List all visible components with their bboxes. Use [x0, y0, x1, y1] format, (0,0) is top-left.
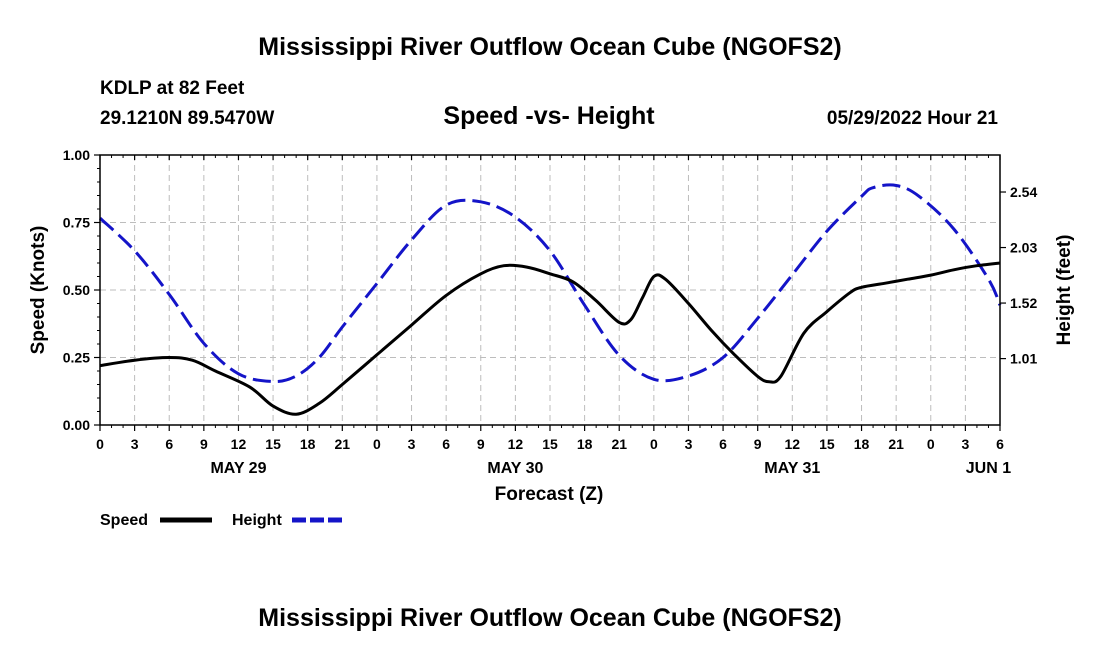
station-label: KDLP at 82 Feet — [100, 78, 245, 99]
legend: Speed Height — [100, 512, 344, 529]
chart-title: Mississippi River Outflow Ocean Cube (NG… — [258, 33, 841, 61]
x-tick-label: 9 — [477, 436, 485, 452]
x-tick-label: 12 — [508, 436, 524, 452]
date-label: JUN 1 — [966, 460, 1011, 477]
y-left-tick-label: 0.25 — [63, 350, 90, 366]
x-tick-label: 6 — [996, 436, 1004, 452]
grid — [100, 155, 1000, 425]
x-tick-label: 6 — [442, 436, 450, 452]
legend-speed-label: Speed — [100, 512, 148, 529]
plot-frame — [99, 154, 1001, 426]
x-tick-label: 6 — [165, 436, 173, 452]
y-right-tick-label: 1.52 — [1010, 295, 1037, 311]
x-tick-label: 18 — [577, 436, 593, 452]
series-line-height — [98, 183, 1002, 384]
x-tick-label: 3 — [961, 436, 969, 452]
y-left-tick-label: 0.00 — [63, 417, 90, 433]
y-right-tick-labels: 1.01 1.52 2.03 2.54 — [1010, 184, 1037, 367]
x-tick-label: 12 — [785, 436, 801, 452]
x-tick-label: 12 — [231, 436, 247, 452]
x-tick-label: 3 — [685, 436, 693, 452]
x-tick-label: 21 — [611, 436, 627, 452]
x-tick-label: 0 — [650, 436, 658, 452]
y-right-tick-label: 2.54 — [1010, 184, 1037, 200]
footer-title: Mississippi River Outflow Ocean Cube (NG… — [258, 604, 841, 632]
x-tick-label: 18 — [300, 436, 316, 452]
x-tick-label: 9 — [200, 436, 208, 452]
x-tick-label: 15 — [819, 436, 835, 452]
date-labels: MAY 29 MAY 30 MAY 31 JUN 1 — [210, 460, 1011, 477]
y-right-tick-label: 2.03 — [1010, 240, 1037, 256]
x-tick-label: 0 — [373, 436, 381, 452]
y-left-tick-label: 1.00 — [63, 147, 90, 163]
series-line-speed — [99, 261, 1001, 416]
x-tick-label: 0 — [96, 436, 104, 452]
series-layer — [98, 183, 1002, 416]
axes — [94, 154, 1006, 431]
x-tick-label: 9 — [754, 436, 762, 452]
x-tick-label: 21 — [335, 436, 351, 452]
date-label: MAY 31 — [764, 460, 820, 477]
date-label: MAY 29 — [210, 460, 266, 477]
location-label: 29.1210N 89.5470W — [100, 108, 274, 129]
timestamp-label: 05/29/2022 Hour 21 — [827, 108, 999, 129]
plot-title: Speed -vs- Height — [443, 102, 655, 130]
y-right-tick-label: 1.01 — [1010, 351, 1037, 367]
x-tick-label: 18 — [854, 436, 870, 452]
x-tick-label: 3 — [131, 436, 139, 452]
x-tick-label: 0 — [927, 436, 935, 452]
x-tick-label: 6 — [719, 436, 727, 452]
x-tick-label: 15 — [265, 436, 281, 452]
date-label: MAY 30 — [487, 460, 543, 477]
x-tick-label: 21 — [888, 436, 904, 452]
y-left-tick-label: 0.75 — [63, 215, 90, 231]
y-left-tick-label: 0.50 — [63, 282, 90, 298]
legend-height-label: Height — [232, 512, 282, 529]
x-axis-label: Forecast (Z) — [495, 484, 604, 505]
x-tick-label: 3 — [408, 436, 416, 452]
y-axis-right-label: Height (feet) — [1054, 235, 1075, 346]
x-tick-labels: 0 3 6 9 12 15 18 21 0 3 6 9 12 15 18 21 0 3 6 9 12 15 18 21 0 3 6 — [96, 436, 1004, 452]
y-left-tick-labels: 0.00 0.25 0.50 0.75 1.00 — [63, 147, 90, 433]
y-axis-left-label: Speed (Knots) — [28, 226, 49, 355]
x-tick-label: 15 — [542, 436, 558, 452]
